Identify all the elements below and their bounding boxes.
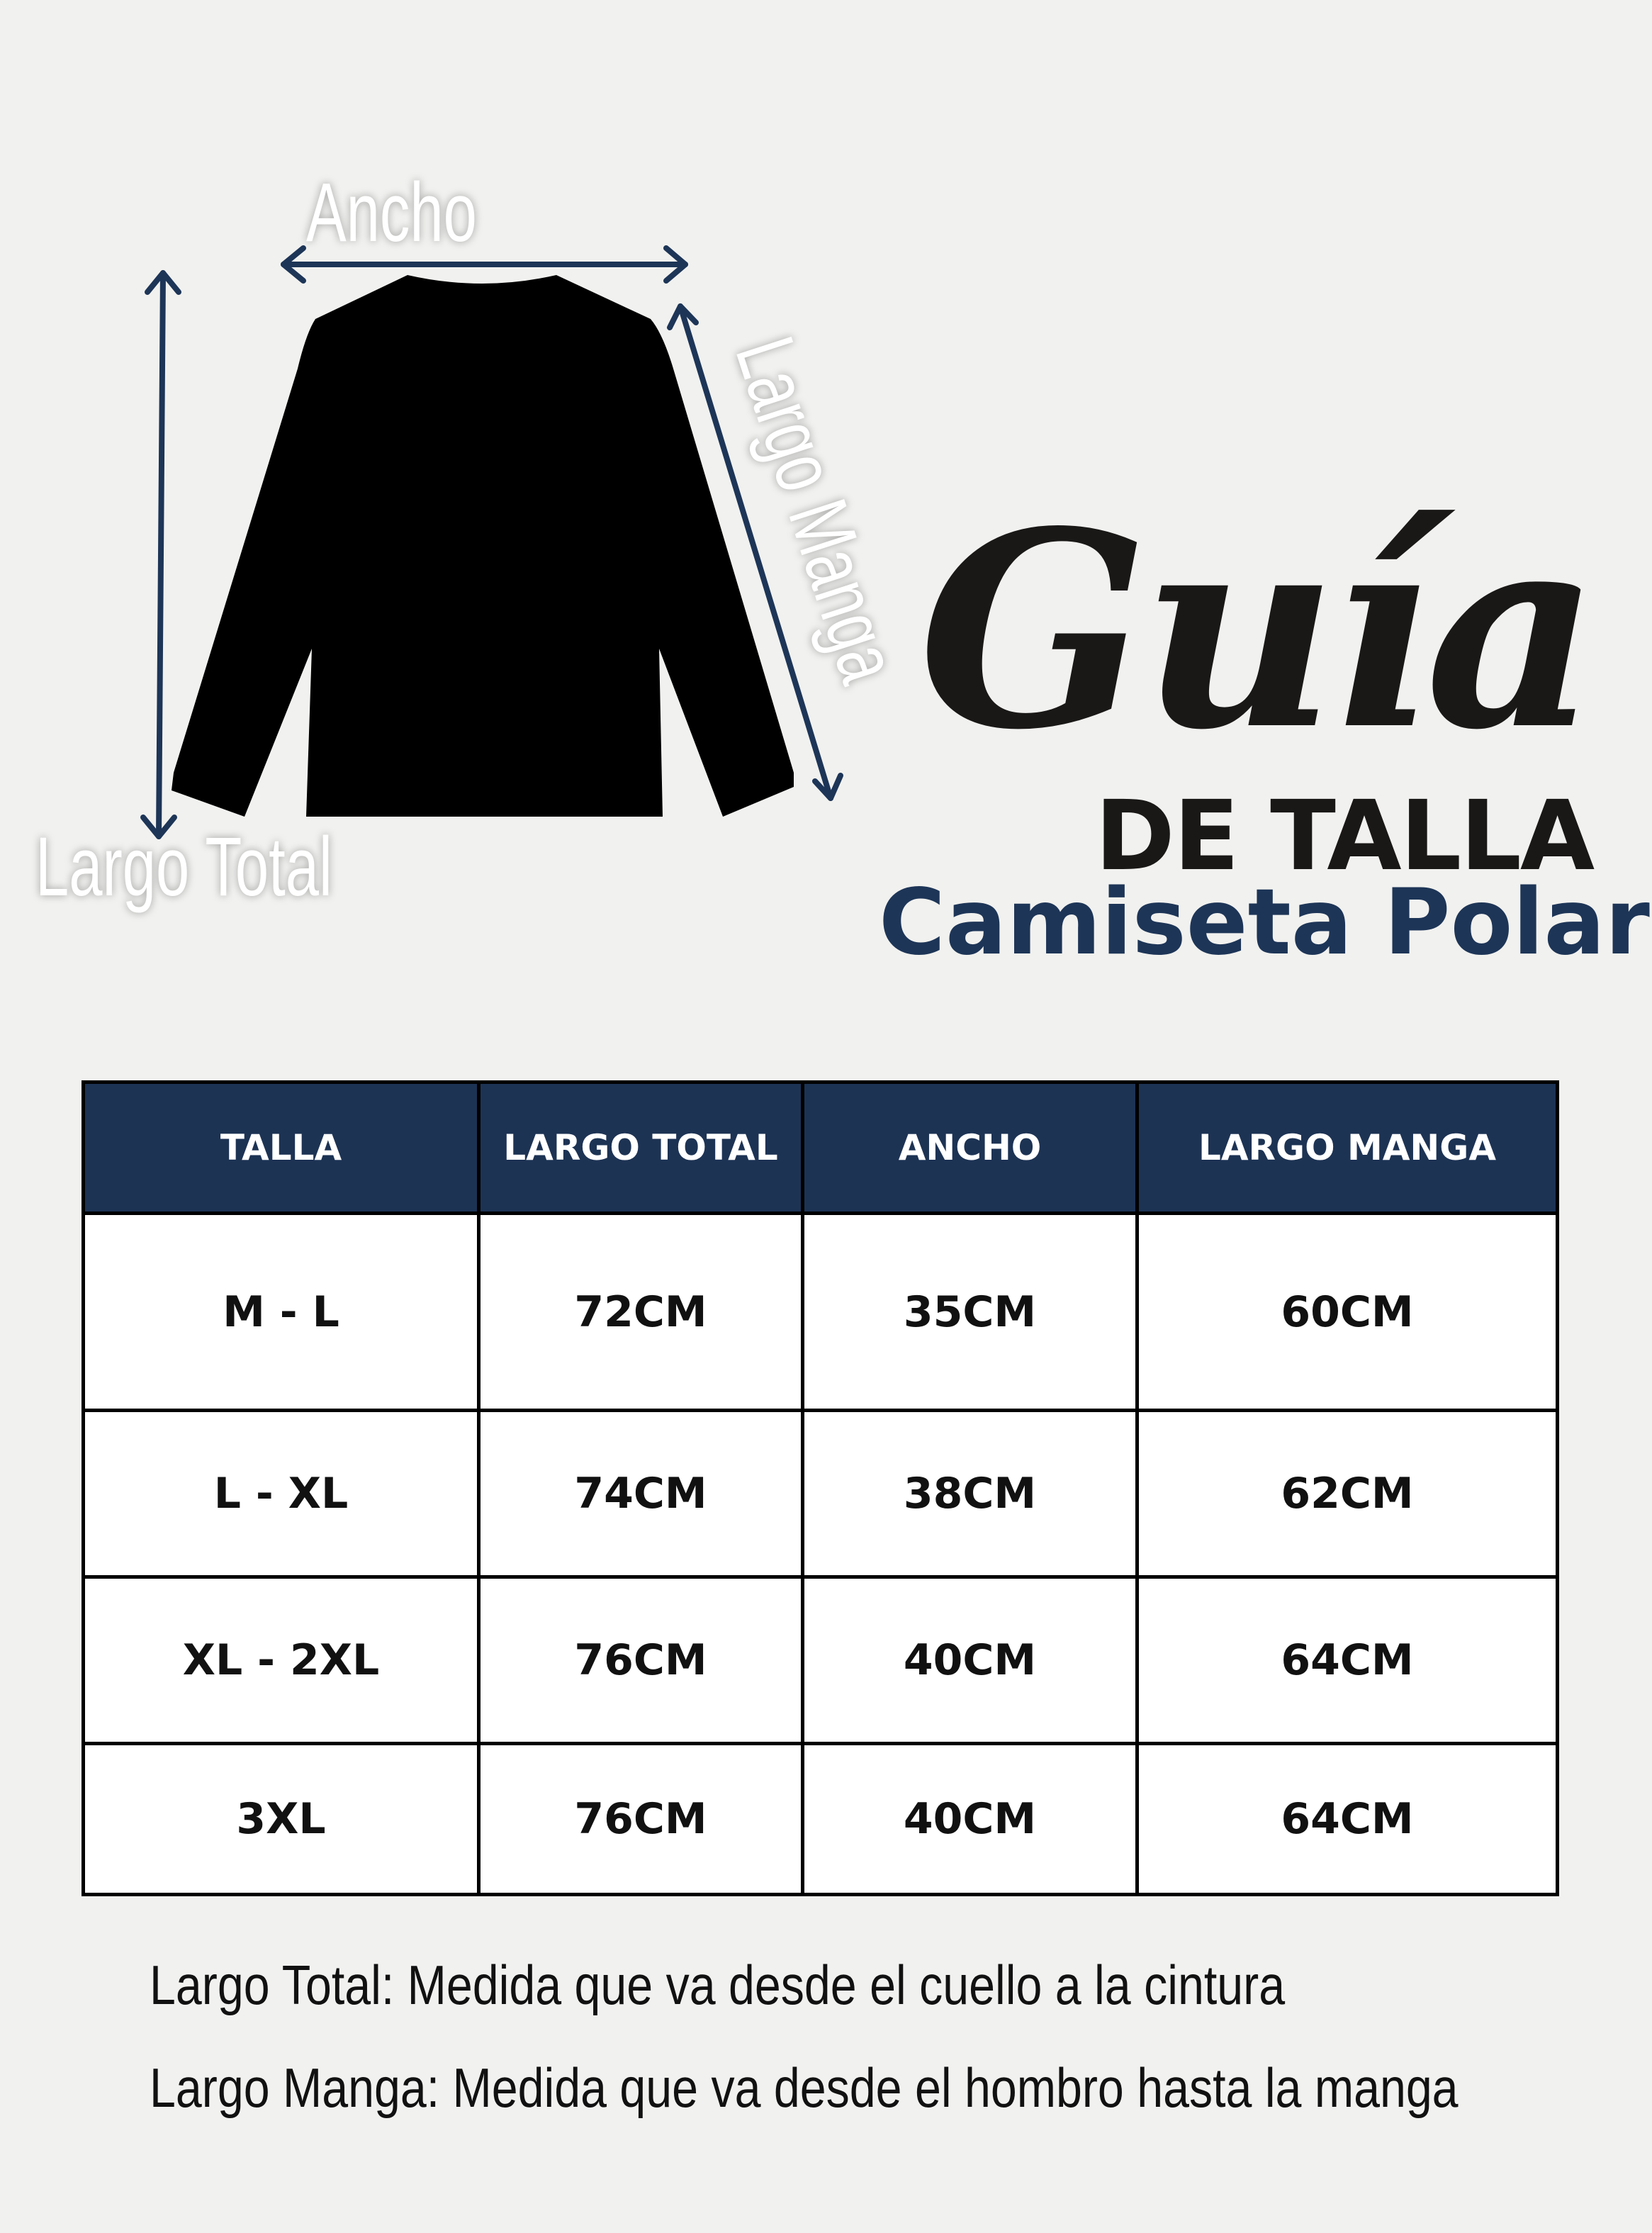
cell-talla: L - XL <box>82 1409 481 1579</box>
cell-ancho: 40CM <box>801 1575 1139 1745</box>
cell-talla: M - L <box>82 1211 481 1412</box>
table-row: M - L 72CM 35CM 60CM <box>82 1211 1559 1412</box>
ancho-arrow <box>281 245 688 284</box>
cell-ancho: 40CM <box>801 1742 1139 1896</box>
cell-largo-manga: 64CM <box>1135 1742 1559 1896</box>
largo-manga-arrow <box>667 303 843 801</box>
ancho-label: Ancho <box>306 166 477 259</box>
table-header-row: TALLA LARGO TOTAL ANCHO LARGO MANGA <box>82 1080 1559 1215</box>
cell-largo-manga: 64CM <box>1135 1575 1559 1745</box>
cell-talla: 3XL <box>82 1742 481 1896</box>
cell-ancho: 38CM <box>801 1409 1139 1579</box>
product-name: Camiseta Polar <box>879 870 1650 975</box>
cell-largo-manga: 60CM <box>1135 1211 1559 1412</box>
largo-total-arrow <box>140 270 181 839</box>
cell-largo-total: 74CM <box>477 1409 804 1579</box>
table-row: L - XL 74CM 38CM 62CM <box>82 1409 1559 1579</box>
cell-largo-total: 76CM <box>477 1742 804 1896</box>
cell-largo-manga: 62CM <box>1135 1409 1559 1579</box>
header-largo-total: LARGO TOTAL <box>477 1080 804 1215</box>
de-talla-subtitle: DE TALLA <box>1095 780 1595 892</box>
header-ancho: ANCHO <box>801 1080 1139 1215</box>
header-largo-manga: LARGO MANGA <box>1135 1080 1559 1215</box>
long-sleeve-shirt-silhouette <box>172 275 794 817</box>
header-talla: TALLA <box>82 1080 481 1215</box>
largo-total-label: Largo Total <box>35 820 332 914</box>
shirt-diagram <box>140 245 843 839</box>
table-row: 3XL 76CM 40CM 64CM <box>82 1742 1559 1896</box>
table-row: XL - 2XL 76CM 40CM 64CM <box>82 1575 1559 1745</box>
guia-title: Guía <box>918 472 1600 789</box>
cell-talla: XL - 2XL <box>82 1575 481 1745</box>
cell-largo-total: 76CM <box>477 1575 804 1745</box>
size-table: TALLA LARGO TOTAL ANCHO LARGO MANGA M - … <box>82 1080 1559 1896</box>
cell-ancho: 35CM <box>801 1211 1139 1412</box>
note-largo-manga: Largo Manga: Medida que va desde el homb… <box>150 2056 1459 2119</box>
cell-largo-total: 72CM <box>477 1211 804 1412</box>
note-largo-total: Largo Total: Medida que va desde el cuel… <box>150 1954 1286 2016</box>
